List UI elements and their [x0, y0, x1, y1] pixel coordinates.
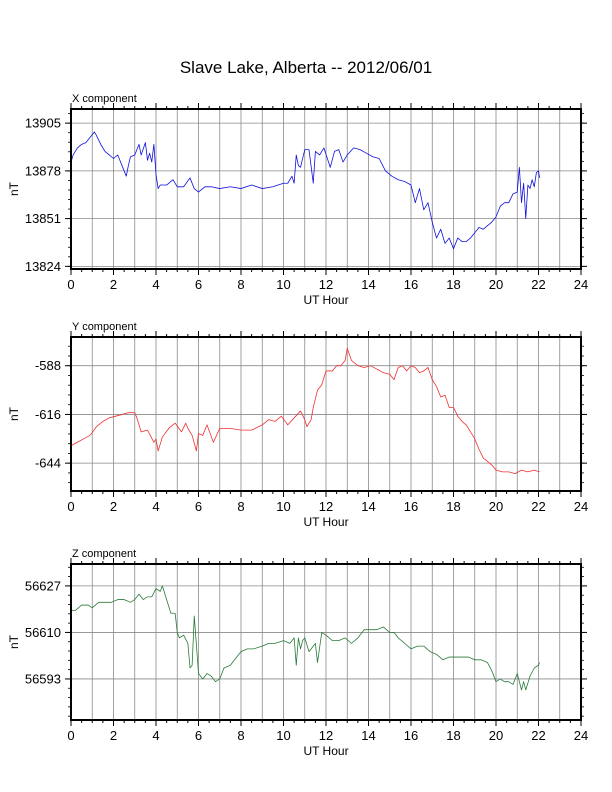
x-tick-label: 10	[276, 277, 290, 292]
x-tick-label: 14	[361, 277, 375, 292]
x-tick-label: 8	[237, 277, 244, 292]
x-tick-label: 16	[404, 499, 418, 514]
x-tick-label: 18	[446, 499, 460, 514]
x-tick-label: 12	[319, 728, 333, 743]
chart-panel-1: 0 2 4 6 8 10 12 14 16 18 20 22 241382413851138781390…	[7, 93, 588, 307]
x-tick-label: 6	[195, 277, 202, 292]
y-tick-label: -616	[35, 407, 61, 422]
y-tick-label: 56610	[25, 625, 61, 640]
x-tick-label: 14	[361, 499, 375, 514]
x-tick-label: 0	[67, 277, 74, 292]
y-tick-label: -644	[35, 456, 61, 471]
x-axis-title: UT Hour	[303, 515, 348, 529]
y-tick-label: 13905	[25, 116, 61, 131]
x-tick-label: 20	[489, 728, 503, 743]
y-tick-label: 13851	[25, 211, 61, 226]
series-line-2	[70, 347, 540, 474]
x-axis-title: UT Hour	[303, 293, 348, 307]
x-tick-label: 16	[404, 728, 418, 743]
y-axis-title: nT	[7, 634, 21, 649]
panel-title: Y component	[72, 321, 137, 333]
x-tick-label: 12	[319, 499, 333, 514]
x-tick-label: 20	[489, 499, 503, 514]
x-tick-label: 24	[574, 499, 588, 514]
series-line-3	[71, 585, 540, 691]
y-tick-label: 56593	[25, 671, 61, 686]
x-tick-label: 2	[110, 728, 117, 743]
x-tick-label: 22	[531, 728, 545, 743]
x-tick-label: 8	[237, 728, 244, 743]
x-tick-label: 8	[237, 499, 244, 514]
x-axis-title: UT Hour	[303, 744, 348, 758]
y-axis-title: nT	[7, 406, 21, 421]
panel-title: X component	[72, 93, 137, 105]
series-line-1	[70, 131, 540, 250]
x-tick-label: 20	[489, 277, 503, 292]
x-tick-label: 18	[446, 277, 460, 292]
x-tick-label: 12	[319, 277, 333, 292]
x-tick-label: 2	[110, 499, 117, 514]
x-tick-label: 2	[110, 277, 117, 292]
x-tick-label: 6	[195, 728, 202, 743]
x-tick-label: 22	[531, 499, 545, 514]
panel-title: Z component	[72, 548, 136, 560]
x-tick-label: 22	[531, 277, 545, 292]
x-tick-label: 14	[361, 728, 375, 743]
x-tick-label: 10	[276, 728, 290, 743]
y-tick-label: 13878	[25, 163, 61, 178]
page-title: Slave Lake, Alberta -- 2012/06/01	[179, 58, 433, 77]
x-tick-label: 4	[152, 277, 159, 292]
x-tick-label: 18	[446, 728, 460, 743]
y-tick-label: -588	[35, 358, 61, 373]
y-tick-label: 13824	[25, 259, 61, 274]
x-tick-label: 10	[276, 499, 290, 514]
x-tick-label: 0	[67, 728, 74, 743]
x-tick-label: 4	[152, 499, 159, 514]
x-tick-label: 24	[574, 277, 588, 292]
y-axis-title: nT	[7, 181, 21, 196]
x-tick-label: 16	[404, 277, 418, 292]
x-tick-label: 24	[574, 728, 588, 743]
x-tick-label: 4	[152, 728, 159, 743]
x-tick-label: 0	[67, 499, 74, 514]
x-tick-label: 6	[195, 499, 202, 514]
y-tick-label: 56627	[25, 578, 61, 593]
